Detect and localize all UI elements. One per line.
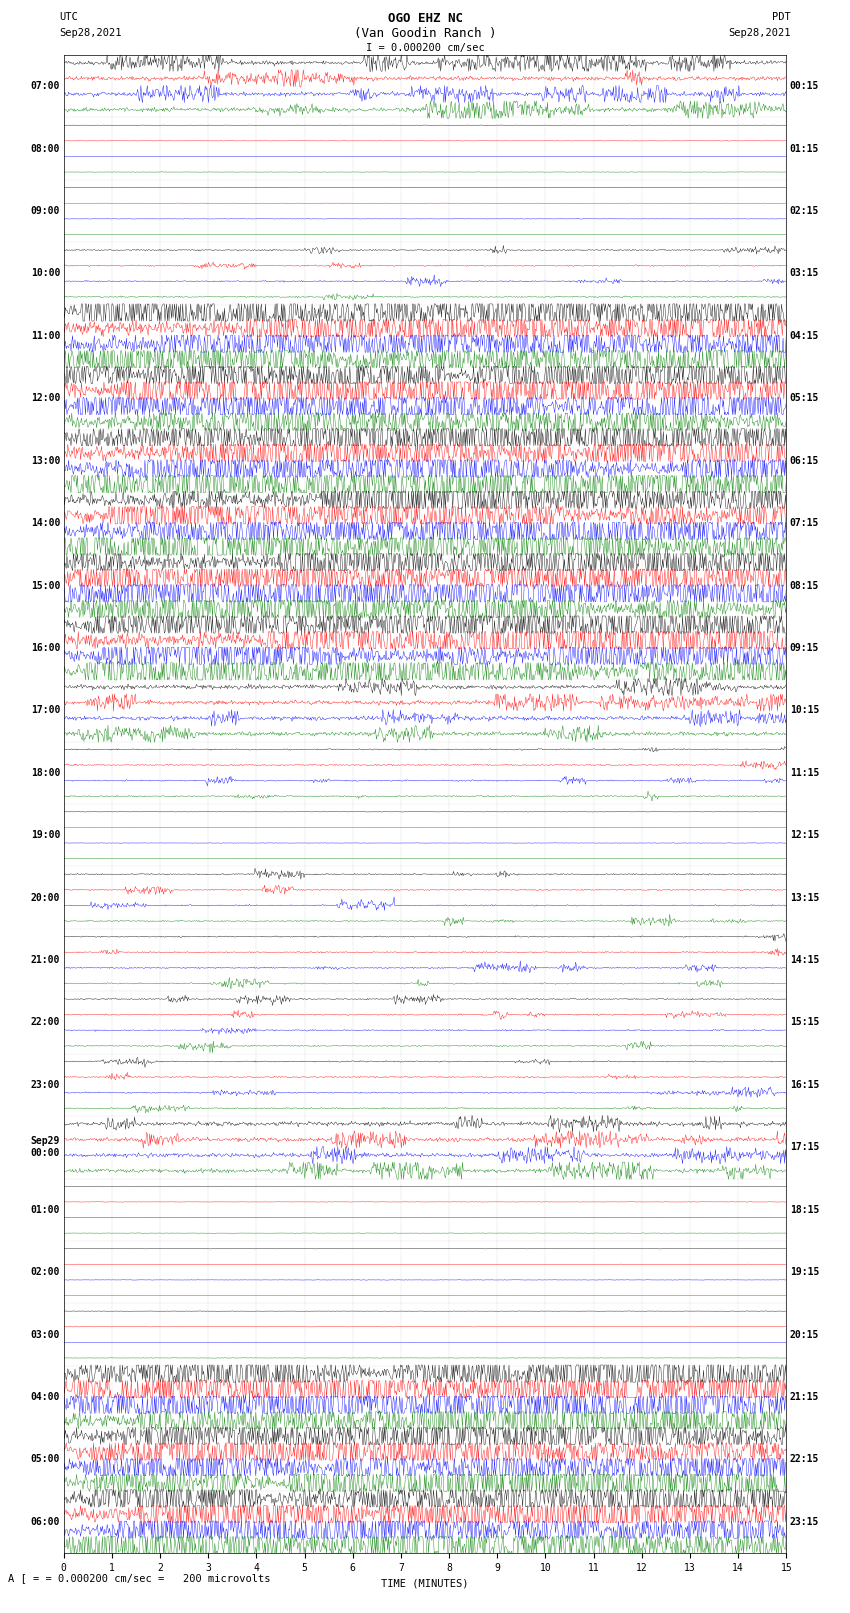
Text: 10:00: 10:00 bbox=[31, 268, 60, 279]
Text: 11:15: 11:15 bbox=[790, 768, 819, 777]
Text: A [ = = 0.000200 cm/sec =   200 microvolts: A [ = = 0.000200 cm/sec = 200 microvolts bbox=[8, 1573, 271, 1582]
Text: 09:00: 09:00 bbox=[31, 206, 60, 216]
Text: 15:15: 15:15 bbox=[790, 1018, 819, 1027]
Text: 22:15: 22:15 bbox=[790, 1455, 819, 1465]
Text: Sep29
00:00: Sep29 00:00 bbox=[31, 1137, 60, 1158]
Text: 14:00: 14:00 bbox=[31, 518, 60, 527]
Text: I = 0.000200 cm/sec: I = 0.000200 cm/sec bbox=[366, 44, 484, 53]
Text: 08:15: 08:15 bbox=[790, 581, 819, 590]
X-axis label: TIME (MINUTES): TIME (MINUTES) bbox=[382, 1578, 468, 1589]
Text: 15:00: 15:00 bbox=[31, 581, 60, 590]
Text: 00:15: 00:15 bbox=[790, 81, 819, 92]
Text: 22:00: 22:00 bbox=[31, 1018, 60, 1027]
Text: 07:15: 07:15 bbox=[790, 518, 819, 527]
Text: 11:00: 11:00 bbox=[31, 331, 60, 340]
Text: 19:00: 19:00 bbox=[31, 831, 60, 840]
Text: 13:00: 13:00 bbox=[31, 456, 60, 466]
Text: (Van Goodin Ranch ): (Van Goodin Ranch ) bbox=[354, 27, 496, 40]
Text: 17:00: 17:00 bbox=[31, 705, 60, 716]
Text: 17:15: 17:15 bbox=[790, 1142, 819, 1152]
Text: 02:00: 02:00 bbox=[31, 1268, 60, 1277]
Text: 16:15: 16:15 bbox=[790, 1079, 819, 1090]
Text: 05:15: 05:15 bbox=[790, 394, 819, 403]
Text: 04:15: 04:15 bbox=[790, 331, 819, 340]
Text: 12:00: 12:00 bbox=[31, 394, 60, 403]
Text: UTC: UTC bbox=[60, 13, 78, 23]
Text: 12:15: 12:15 bbox=[790, 831, 819, 840]
Text: Sep28,2021: Sep28,2021 bbox=[60, 27, 122, 37]
Text: 21:15: 21:15 bbox=[790, 1392, 819, 1402]
Text: 01:15: 01:15 bbox=[790, 144, 819, 153]
Text: 03:15: 03:15 bbox=[790, 268, 819, 279]
Text: 16:00: 16:00 bbox=[31, 644, 60, 653]
Text: 06:00: 06:00 bbox=[31, 1516, 60, 1528]
Text: 18:15: 18:15 bbox=[790, 1205, 819, 1215]
Text: 13:15: 13:15 bbox=[790, 892, 819, 903]
Text: 14:15: 14:15 bbox=[790, 955, 819, 965]
Text: 04:00: 04:00 bbox=[31, 1392, 60, 1402]
Text: 03:00: 03:00 bbox=[31, 1329, 60, 1339]
Text: 01:00: 01:00 bbox=[31, 1205, 60, 1215]
Text: 19:15: 19:15 bbox=[790, 1268, 819, 1277]
Text: 20:00: 20:00 bbox=[31, 892, 60, 903]
Text: 10:15: 10:15 bbox=[790, 705, 819, 716]
Text: 08:00: 08:00 bbox=[31, 144, 60, 153]
Text: 18:00: 18:00 bbox=[31, 768, 60, 777]
Text: Sep28,2021: Sep28,2021 bbox=[728, 27, 791, 37]
Text: 20:15: 20:15 bbox=[790, 1329, 819, 1339]
Text: 05:00: 05:00 bbox=[31, 1455, 60, 1465]
Text: PDT: PDT bbox=[772, 13, 791, 23]
Text: OGO EHZ NC: OGO EHZ NC bbox=[388, 13, 462, 26]
Text: 09:15: 09:15 bbox=[790, 644, 819, 653]
Text: 06:15: 06:15 bbox=[790, 456, 819, 466]
Text: 02:15: 02:15 bbox=[790, 206, 819, 216]
Text: 23:00: 23:00 bbox=[31, 1079, 60, 1090]
Text: 23:15: 23:15 bbox=[790, 1516, 819, 1528]
Text: 07:00: 07:00 bbox=[31, 81, 60, 92]
Text: 21:00: 21:00 bbox=[31, 955, 60, 965]
